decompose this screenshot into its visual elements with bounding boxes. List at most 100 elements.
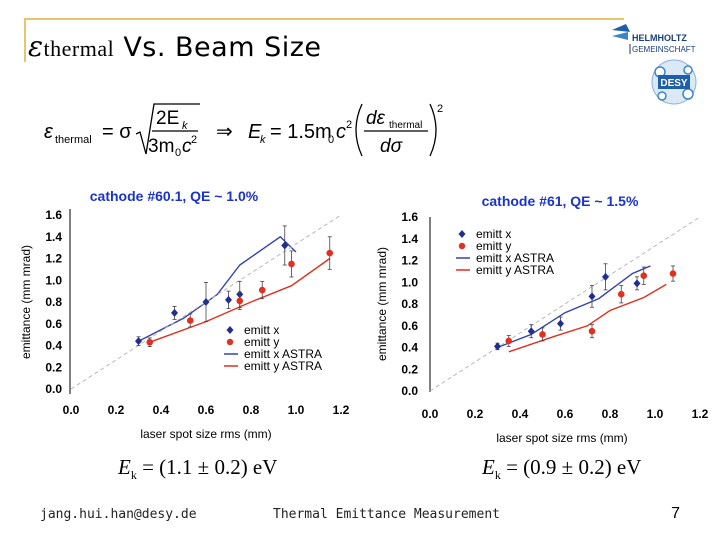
y-tick-label: 0.0: [45, 382, 62, 396]
formula-dden: dσ: [380, 136, 404, 157]
x-tick-label: 0.2: [467, 407, 484, 421]
ek-right-e: E: [482, 455, 495, 479]
data-point-emitt-x: [527, 327, 535, 336]
x-tick-label: 0.4: [512, 407, 529, 421]
logo-line2: GEMEINSCHAFT: [632, 45, 696, 54]
legend-label: emitt x: [476, 227, 511, 241]
series-line-emitt-y-astra: [508, 283, 667, 353]
x-tick-label: 0.0: [63, 403, 80, 417]
y-tick-label: 1.0: [45, 273, 62, 287]
guide-line: [70, 214, 342, 390]
paren-right: [429, 103, 437, 157]
data-point-emitt-x: [494, 342, 501, 351]
formula-outer-sup: 2: [437, 103, 443, 115]
y-tick-label: 0.4: [45, 339, 62, 353]
data-point-emitt-y: [146, 338, 154, 346]
formula-num: 2E: [156, 108, 179, 129]
y-tick-label: 0.0: [401, 384, 418, 398]
x-tick-label: 1.0: [288, 403, 305, 417]
data-point-emitt-y: [288, 260, 295, 268]
desy-badge-text: DESY: [660, 78, 688, 89]
chart-title: cathode #60.1, QE ~ 1.0%: [90, 188, 259, 204]
y-tick-label: 1.6: [45, 208, 62, 222]
data-point-emitt-x: [588, 292, 596, 301]
footer-email: jang.hui.han@desy.de: [40, 507, 197, 522]
data-point-emitt-x: [225, 295, 232, 304]
data-point-emitt-y: [186, 317, 194, 324]
formula-rhs-eq: = 1.5m: [270, 121, 332, 143]
ek-right-value: = (0.9 ± 0.2) eV: [500, 455, 642, 479]
y-tick-label: 1.2: [45, 252, 62, 266]
ek-left-sub: k: [130, 468, 137, 483]
x-axis-label: laser spot size rms (mm): [496, 431, 627, 445]
ek-left-e: E: [118, 455, 131, 479]
formula-rhs-m-sub: 0: [328, 134, 334, 146]
data-point-emitt-y: [505, 337, 513, 345]
formula-rhs-sub: k: [260, 134, 266, 146]
helmholtz-mark-icon: [612, 24, 630, 40]
legend-label: emitt y: [244, 335, 279, 349]
legend-marker: [226, 326, 234, 334]
y-tick-label: 0.6: [45, 317, 62, 331]
legend-label: emitt x ASTRA: [476, 251, 554, 265]
series-line-emitt-y-astra: [149, 257, 331, 343]
x-tick-label: 0.8: [243, 403, 260, 417]
data-point-emitt-x: [135, 337, 142, 346]
formula-rhs-c: c: [336, 121, 346, 143]
frame-line-top: [24, 18, 624, 20]
formula-den: 3m: [148, 136, 174, 157]
data-point-emitt-y: [640, 272, 648, 280]
y-tick-label: 0.2: [45, 360, 62, 374]
data-point-emitt-x: [281, 241, 289, 250]
formula-num-sub: k: [182, 120, 188, 132]
y-tick-label: 0.8: [401, 297, 418, 311]
legend-marker: [458, 242, 466, 250]
data-point-emitt-y: [669, 270, 677, 277]
x-tick-label: 1.2: [692, 407, 709, 421]
y-tick-label: 1.4: [45, 230, 62, 244]
y-tick-label: 1.4: [401, 232, 418, 246]
series-line-emitt-x-astra: [138, 235, 297, 342]
data-point-emitt-x: [633, 279, 641, 288]
ek-right-sub: k: [494, 468, 501, 483]
footer-title: Thermal Emittance Measurement: [273, 507, 500, 522]
legend-marker: [226, 338, 234, 346]
formula-dnum-sub: thermal: [389, 120, 422, 131]
x-tick-label: 0.2: [108, 403, 125, 417]
ek-left-value: = (1.1 ± 0.2) eV: [136, 455, 278, 479]
page-number: 7: [671, 505, 680, 522]
x-tick-label: 0.0: [422, 407, 439, 421]
y-tick-label: 0.2: [401, 362, 418, 376]
ek-annotation-right: Ek = (0.9 ± 0.2) eV: [482, 455, 641, 483]
data-point-emitt-y: [236, 297, 244, 305]
y-tick-label: 0.8: [45, 295, 62, 309]
formula-den-tail: c: [182, 136, 192, 157]
y-tick-label: 0.6: [401, 319, 418, 333]
x-axis-label: laser spot size rms (mm): [140, 427, 271, 441]
data-point-emitt-x: [602, 272, 609, 281]
slide-title: εthermal Vs. Beam Size: [28, 30, 322, 63]
data-point-emitt-y: [588, 327, 596, 335]
x-tick-label: 0.6: [557, 407, 574, 421]
emittance-formula: ε thermal = σ 2E k 3m 0 c 2 ⇒ E k = 1.5m…: [44, 103, 443, 159]
legend-label: emitt x: [244, 323, 279, 337]
formula-implies: ⇒: [216, 121, 233, 143]
x-tick-label: 1.0: [647, 407, 664, 421]
title-epsilon: ε: [28, 30, 44, 63]
x-tick-label: 0.4: [153, 403, 170, 417]
legend-label: emitt y ASTRA: [476, 263, 554, 277]
data-point-emitt-x: [171, 308, 178, 317]
sqrt-sign: [135, 103, 200, 155]
x-tick-label: 0.6: [198, 403, 215, 417]
legend-marker: [458, 230, 466, 238]
y-tick-label: 0.4: [401, 341, 418, 355]
legend-label: emitt y ASTRA: [244, 359, 322, 373]
x-tick-label: 0.8: [602, 407, 619, 421]
series-line-emitt-x-astra: [497, 265, 651, 349]
x-tick-label: 1.2: [333, 403, 350, 417]
y-tick-label: 1.6: [401, 210, 418, 224]
ek-annotation-left: Ek = (1.1 ± 0.2) eV: [118, 455, 277, 483]
formula-eq1: = σ: [102, 121, 132, 143]
formula-den-sub: 0: [175, 147, 181, 159]
data-point-emitt-y: [617, 290, 625, 298]
